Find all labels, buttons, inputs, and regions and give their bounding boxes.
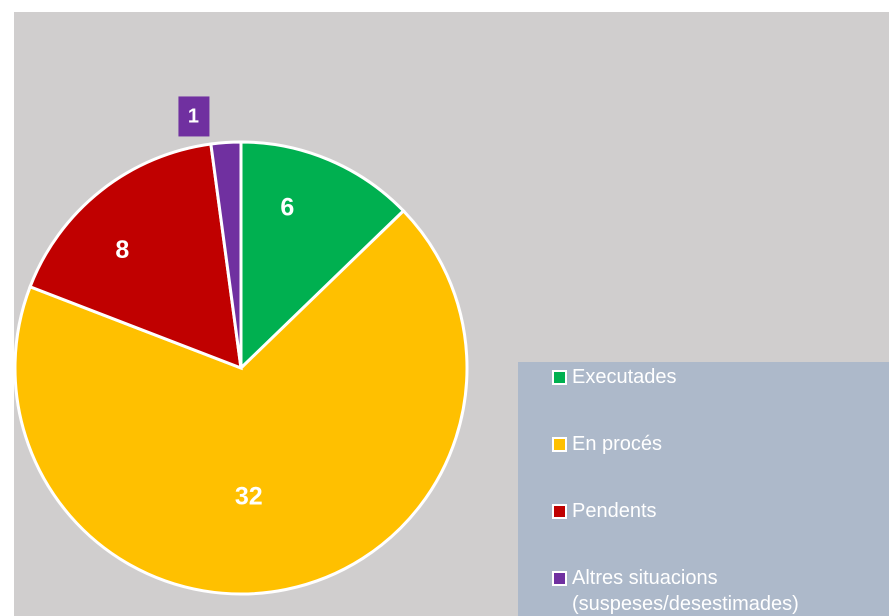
legend-label: Altres situacions (suspeses/desestimades… [572,567,799,615]
data-label: 32 [235,483,263,511]
legend-swatch [552,370,567,385]
legend: Executades En procés Pendents Altres situac… [518,362,889,616]
data-label: 1 [188,105,199,127]
data-label: 6 [280,193,294,221]
legend-swatch [552,504,567,519]
legend-swatch [552,437,567,452]
data-label: 8 [115,236,129,264]
legend-swatch [552,571,567,586]
pie-slice [239,140,406,372]
legend-item: Altres situacions (suspeses/desestimades… [552,565,882,616]
pie-slice [209,140,243,369]
legend-label: Executades [572,366,677,388]
legend-label: Pendents [572,500,657,522]
pie-slice [28,142,243,371]
legend-item: Pendents [552,498,882,524]
pie-slice [13,208,469,596]
legend-item: Executades [552,364,882,390]
legend-label: En procés [572,433,663,455]
legend-item: En procés [552,431,882,457]
data-label-box [178,96,210,137]
